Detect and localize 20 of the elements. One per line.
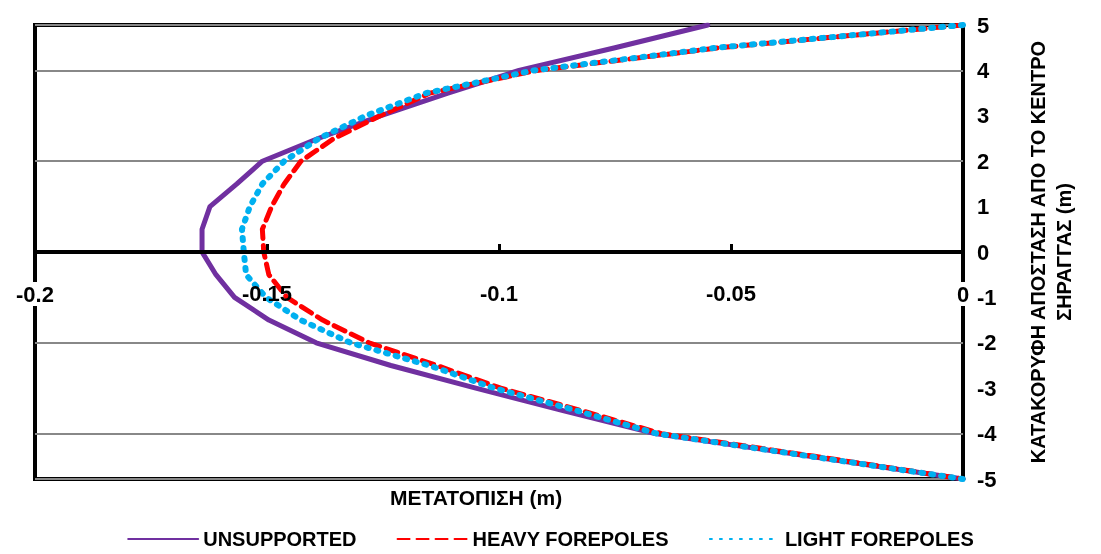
y-tick-label: 3 bbox=[977, 103, 990, 129]
y-tick-label: 0 bbox=[977, 239, 990, 265]
y-tick-label: -4 bbox=[977, 421, 998, 447]
x-tick-label: -0.05 bbox=[705, 280, 757, 306]
x-tick-label: 0 bbox=[956, 281, 970, 307]
legend-label: UNSUPPORTED bbox=[203, 528, 357, 550]
y-axis-title: ΚΑΤΑΚΟΡΥΦΗ ΑΠΟΣΤΑΣΗ ΑΠΟ ΤΟ ΚΕΝΤΡΟ ΣΗΡΑΓΓΑΣ (m) bbox=[1027, 40, 1075, 464]
y-tick-label: 5 bbox=[977, 12, 990, 38]
y-tick-label: -3 bbox=[977, 375, 997, 401]
y-tick-label: 1 bbox=[977, 194, 990, 220]
y-tick-label: -5 bbox=[977, 466, 997, 492]
y-tick-label: -1 bbox=[977, 284, 997, 310]
legend-label: HEAVY FOREPOLES bbox=[472, 528, 669, 550]
y-tick-label: 2 bbox=[977, 148, 990, 174]
y-tick-label: -2 bbox=[977, 330, 997, 356]
x-tick-label: -0.1 bbox=[480, 280, 518, 306]
x-tick-label: -0.2 bbox=[16, 281, 54, 307]
legend-label: LIGHT FOREPOLES bbox=[784, 528, 974, 550]
y-tick-label: 4 bbox=[977, 57, 990, 83]
x-axis-title: ΜΕΤΑΤΟΠΙΣΗ (m) bbox=[390, 486, 563, 509]
